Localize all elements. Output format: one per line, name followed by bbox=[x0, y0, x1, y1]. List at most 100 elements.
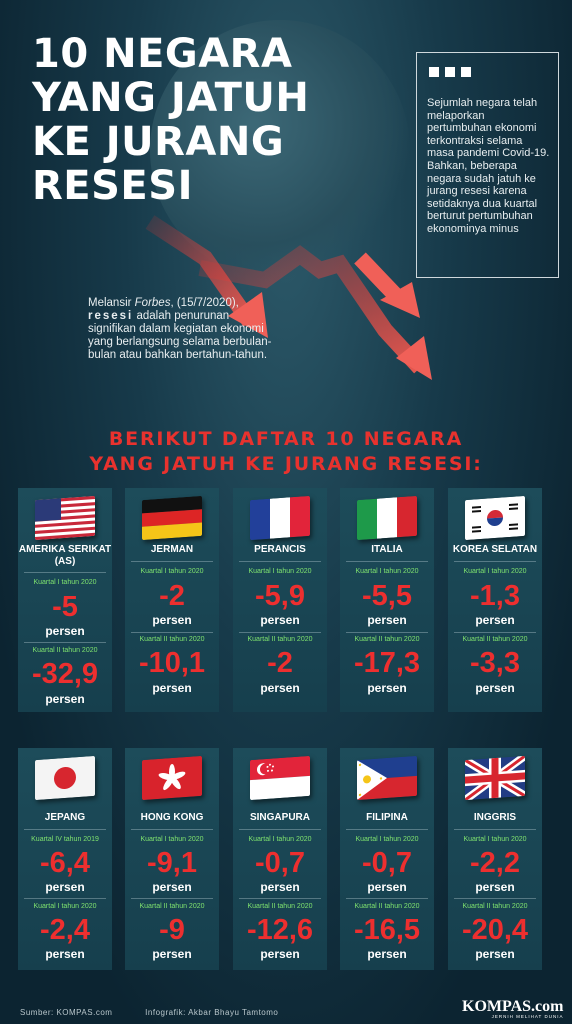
hongkong-flag-icon bbox=[142, 755, 202, 801]
divider bbox=[239, 898, 321, 899]
country-name: PERANCIS bbox=[254, 544, 306, 555]
unit-label: persen bbox=[260, 681, 300, 695]
country-card: INGGRIS Kuartal I tahun 2020 -2,2 persen… bbox=[448, 748, 542, 970]
unit-label: persen bbox=[45, 880, 85, 894]
ellipsis-icon bbox=[429, 67, 471, 77]
unit-label: persen bbox=[367, 880, 407, 894]
country-card: KOREA SELATAN Kuartal I tahun 2020 -1,3 … bbox=[448, 488, 542, 712]
unit-label: persen bbox=[367, 681, 407, 695]
country-name: JEPANG bbox=[44, 812, 86, 823]
country-card: PERANCIS Kuartal I tahun 2020 -5,9 perse… bbox=[233, 488, 327, 712]
divider bbox=[239, 632, 321, 633]
unit-label: persen bbox=[152, 681, 192, 695]
growth-value: -0,7 bbox=[255, 847, 305, 879]
growth-value: -32,9 bbox=[31, 658, 99, 690]
virus-illustration bbox=[150, 20, 410, 280]
divider bbox=[239, 829, 321, 830]
divider bbox=[24, 642, 106, 643]
period-label: Kuartal I tahun 2020 bbox=[33, 903, 97, 910]
philippines-flag-icon bbox=[357, 755, 417, 801]
period-label: Kuartal I tahun 2020 bbox=[248, 568, 312, 575]
unit-label: persen bbox=[260, 613, 300, 627]
kompas-logo: KOMPAS.com JERNIH MELIHAT DUNIA bbox=[462, 998, 563, 1019]
italy-flag-icon bbox=[357, 495, 417, 541]
definition-text: Melansir Forbes, (15/7/2020), resesi ada… bbox=[88, 297, 278, 362]
country-card: FILIPINA Kuartal I tahun 2020 -0,7 perse… bbox=[340, 748, 434, 970]
unit-label: persen bbox=[152, 947, 192, 961]
growth-value: -6,4 bbox=[40, 847, 90, 879]
growth-value: -16,5 bbox=[353, 914, 421, 946]
list-heading: YANG JATUH KE JURANG RESESI: bbox=[89, 453, 483, 475]
growth-value: -2,4 bbox=[40, 914, 90, 946]
unit-label: persen bbox=[475, 613, 515, 627]
uk-flag-icon bbox=[465, 755, 525, 801]
period-label: Kuartal II tahun 2020 bbox=[247, 636, 313, 643]
country-name: INGGRIS bbox=[473, 812, 517, 823]
country-name: AMERIKA SERIKAT (AS) bbox=[18, 544, 112, 567]
list-heading: BERIKUT DAFTAR 10 NEGARA bbox=[108, 428, 464, 450]
korea-flag-icon bbox=[465, 495, 525, 541]
period-label: Kuartal II tahun 2020 bbox=[462, 903, 528, 910]
unit-label: persen bbox=[475, 681, 515, 695]
period-label: Kuartal II tahun 2020 bbox=[462, 636, 528, 643]
divider bbox=[239, 561, 321, 562]
definition-intro: Melansir bbox=[88, 297, 135, 309]
country-card: AMERIKA SERIKAT (AS) Kuartal I tahun 202… bbox=[18, 488, 112, 712]
growth-value: -10,1 bbox=[138, 647, 206, 679]
period-label: Kuartal I tahun 2020 bbox=[33, 579, 97, 586]
country-name: KOREA SELATAN bbox=[452, 544, 538, 555]
germany-flag-icon bbox=[142, 495, 202, 541]
period-label: Kuartal II tahun 2020 bbox=[354, 636, 420, 643]
unit-label: persen bbox=[152, 880, 192, 894]
page-title: 10 NEGARA YANG JATUH KE JURANG RESESI bbox=[32, 32, 362, 208]
intro-text: Sejumlah negara telah melaporkan pertumb… bbox=[427, 97, 550, 235]
growth-value: -5,5 bbox=[362, 580, 412, 612]
growth-value: -9 bbox=[159, 914, 185, 946]
country-name: JERMAN bbox=[150, 544, 194, 555]
divider bbox=[346, 632, 428, 633]
country-card: ITALIA Kuartal I tahun 2020 -5,5 persen … bbox=[340, 488, 434, 712]
country-name: ITALIA bbox=[371, 544, 403, 555]
divider bbox=[454, 632, 536, 633]
title-line: 10 NEGARA bbox=[32, 31, 293, 77]
country-card: JERMAN Kuartal I tahun 2020 -2 persen Ku… bbox=[125, 488, 219, 712]
period-label: Kuartal II tahun 2020 bbox=[32, 647, 98, 654]
france-flag-icon bbox=[250, 495, 310, 541]
divider bbox=[24, 898, 106, 899]
divider bbox=[454, 829, 536, 830]
unit-label: persen bbox=[367, 947, 407, 961]
growth-value: -20,4 bbox=[461, 914, 529, 946]
definition-term: resesi bbox=[88, 310, 134, 322]
logo-name: KOMPAS.com bbox=[462, 998, 564, 1015]
period-label: Kuartal I tahun 2020 bbox=[463, 836, 527, 843]
unit-label: persen bbox=[260, 947, 300, 961]
growth-value: -2 bbox=[159, 580, 185, 612]
period-label: Kuartal II tahun 2020 bbox=[139, 636, 205, 643]
unit-label: persen bbox=[45, 624, 85, 638]
period-label: Kuartal II tahun 2020 bbox=[247, 903, 313, 910]
country-card: HONG KONG Kuartal I tahun 2020 -9,1 pers… bbox=[125, 748, 219, 970]
definition-date: , (15/7/2020), bbox=[170, 297, 239, 309]
unit-label: persen bbox=[152, 613, 192, 627]
country-card: JEPANG Kuartal IV tahun 2019 -6,4 persen… bbox=[18, 748, 112, 970]
period-label: Kuartal I tahun 2020 bbox=[355, 836, 419, 843]
definition-body: adalah penurunan signifikan dalam kegiat… bbox=[88, 310, 272, 361]
growth-value: -2 bbox=[267, 647, 293, 679]
unit-label: persen bbox=[45, 692, 85, 706]
period-label: Kuartal I tahun 2020 bbox=[355, 568, 419, 575]
unit-label: persen bbox=[260, 880, 300, 894]
intro-box: Sejumlah negara telah melaporkan pertumb… bbox=[416, 52, 559, 278]
period-label: Kuartal I tahun 2020 bbox=[248, 836, 312, 843]
title-line: RESESI bbox=[32, 163, 193, 209]
graphic-credit: Infografik: Akbar Bhayu Tamtomo bbox=[145, 1008, 279, 1017]
divider bbox=[346, 561, 428, 562]
footer-credits: Sumber: KOMPAS.com Infografik: Akbar Bha… bbox=[20, 1008, 308, 1017]
japan-flag-icon bbox=[35, 755, 95, 801]
unit-label: persen bbox=[45, 947, 85, 961]
growth-value: -1,3 bbox=[470, 580, 520, 612]
growth-value: -2,2 bbox=[470, 847, 520, 879]
country-name: FILIPINA bbox=[366, 812, 408, 823]
unit-label: persen bbox=[475, 947, 515, 961]
divider bbox=[346, 898, 428, 899]
divider bbox=[131, 829, 213, 830]
